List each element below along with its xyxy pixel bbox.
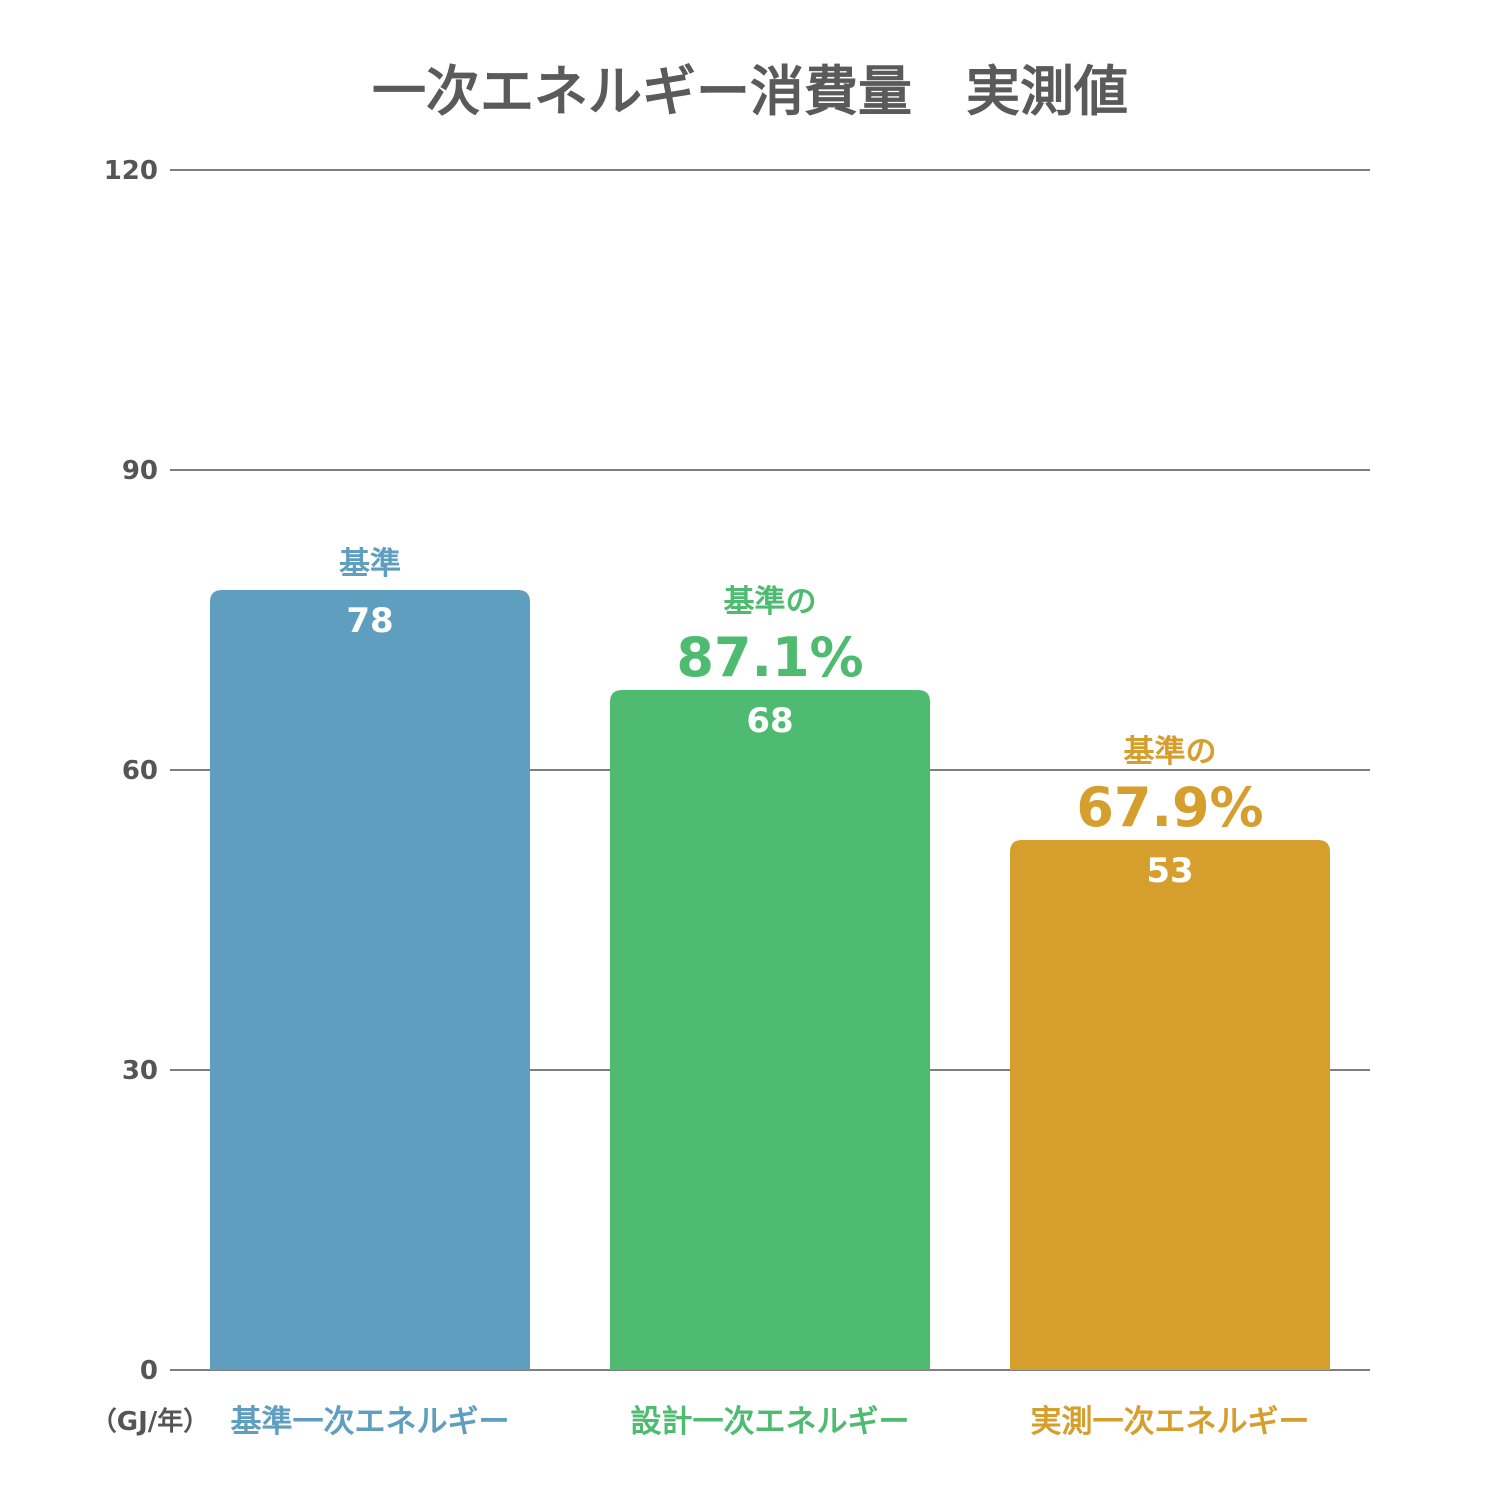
x-category-label: 基準一次エネルギー	[231, 1404, 510, 1440]
bar-value-label: 53	[1146, 851, 1193, 891]
x-category-label: 設計一次エネルギー	[631, 1404, 910, 1440]
x-category-label: 実測一次エネルギー	[1031, 1404, 1310, 1440]
annotation-label: 基準	[339, 546, 401, 582]
y-tick-label: 120	[104, 156, 158, 186]
y-axis-ticks: 0 30 60 90 120	[104, 156, 158, 1386]
y-tick-label: 60	[122, 756, 158, 786]
bar-value-label: 68	[746, 701, 793, 741]
unit-label: （GJ/年）	[91, 1406, 210, 1437]
bar	[610, 690, 930, 1370]
y-tick-label: 90	[122, 456, 158, 486]
y-tick-label: 30	[122, 1056, 158, 1086]
bars	[210, 590, 1330, 1370]
annotation-label: 基準の	[724, 584, 817, 620]
annotation-label: 基準の	[1124, 734, 1217, 770]
y-tick-label: 0	[140, 1356, 158, 1386]
bar-value-label: 78	[346, 601, 393, 641]
bar	[1010, 840, 1330, 1370]
percent-of-baseline-label: 87.1%	[676, 626, 863, 689]
bar	[210, 590, 530, 1370]
chart-title: 一次エネルギー消費量 実測値	[372, 60, 1128, 123]
percent-of-baseline-label: 67.9%	[1076, 776, 1263, 839]
